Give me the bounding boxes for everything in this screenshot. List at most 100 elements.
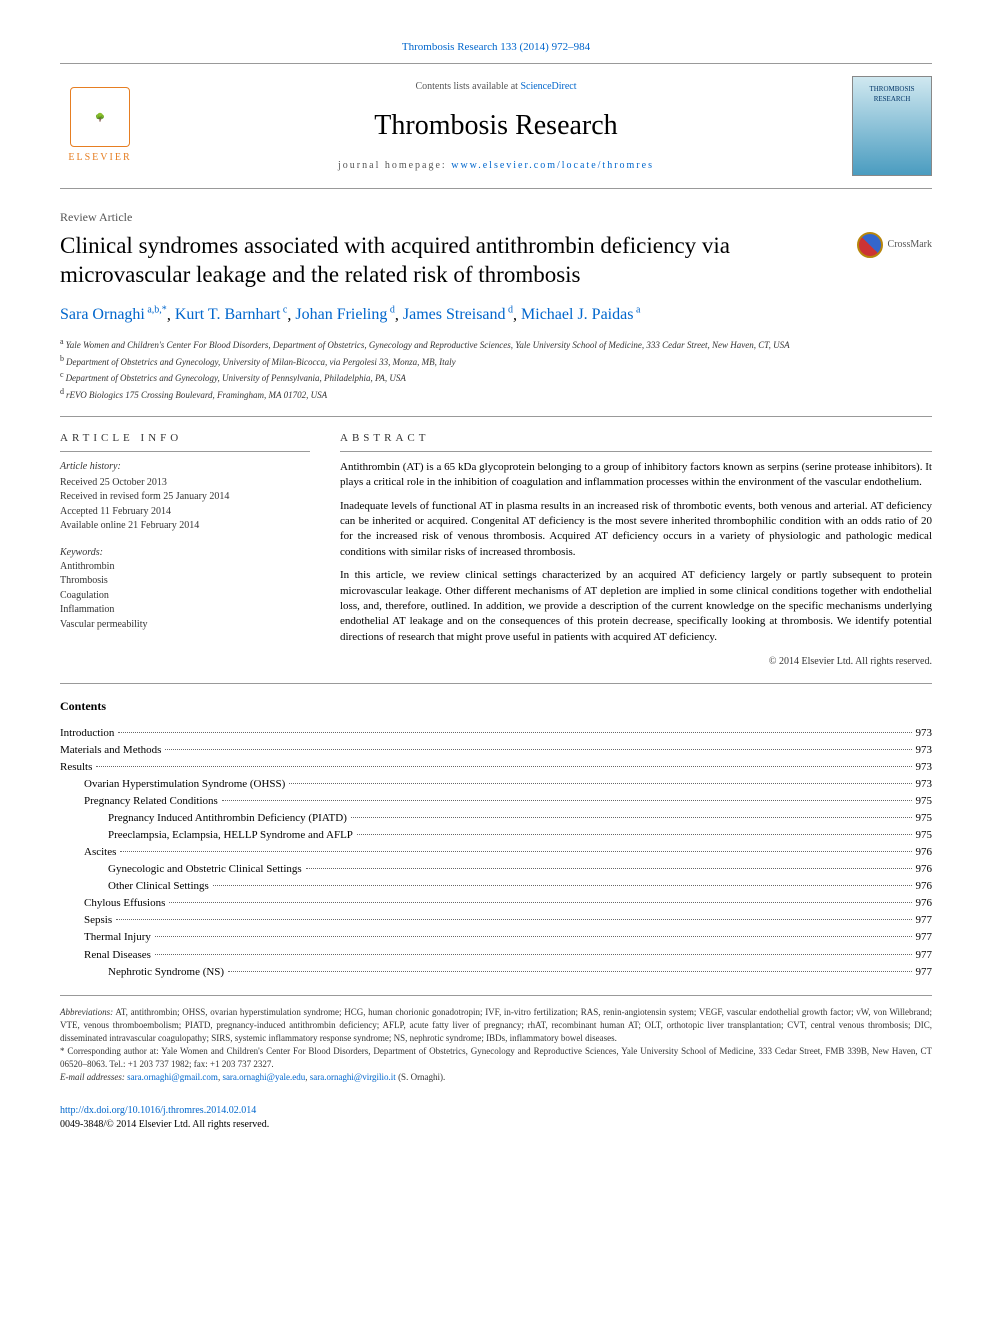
toc-page: 977	[916, 912, 933, 929]
author-name-link[interactable]: Sara Ornaghi	[60, 306, 145, 323]
toc-page: 975	[916, 810, 933, 827]
crossmark-icon	[857, 232, 883, 258]
elsevier-tree-icon: 🌳	[70, 87, 130, 147]
toc-entry[interactable]: Sepsis 977	[60, 912, 932, 929]
toc-page: 975	[916, 827, 933, 844]
toc-label: Other Clinical Settings	[108, 878, 209, 895]
toc-label: Pregnancy Related Conditions	[84, 793, 218, 810]
toc-leader-dots	[165, 749, 911, 750]
toc-label: Ascites	[84, 844, 116, 861]
author-affiliation-sup: c	[280, 305, 287, 316]
abstract-copyright: © 2014 Elsevier Ltd. All rights reserved…	[340, 655, 932, 669]
info-abstract-row: ARTICLE INFO Article history: Received 2…	[60, 431, 932, 669]
article-info-column: ARTICLE INFO Article history: Received 2…	[60, 431, 310, 669]
toc-entry[interactable]: Pregnancy Induced Antithrombin Deficienc…	[60, 810, 932, 827]
email-link[interactable]: sara.ornaghi@virgilio.it	[310, 1072, 396, 1082]
footer-abbreviations: Abbreviations: AT, antithrombin; OHSS, o…	[60, 1006, 932, 1045]
toc-entry[interactable]: Pregnancy Related Conditions 975	[60, 793, 932, 810]
toc-entry[interactable]: Other Clinical Settings 976	[60, 878, 932, 895]
toc-entry[interactable]: Gynecologic and Obstetric Clinical Setti…	[60, 861, 932, 878]
toc-page: 973	[916, 742, 933, 759]
toc-leader-dots	[116, 919, 911, 920]
toc-page: 973	[916, 776, 933, 793]
toc-entry[interactable]: Ascites 976	[60, 844, 932, 861]
author: Sara Ornaghi a,b,*	[60, 306, 167, 323]
author-affiliation-sup: d	[506, 305, 514, 316]
toc-label: Ovarian Hyperstimulation Syndrome (OHSS)	[84, 776, 285, 793]
title-row: Clinical syndromes associated with acqui…	[60, 232, 932, 290]
author-name-link[interactable]: Michael J. Paidas	[521, 306, 633, 323]
divider	[60, 683, 932, 684]
keyword-item: Antithrombin	[60, 560, 310, 575]
crossmark-label: CrossMark	[888, 238, 932, 252]
author-affiliation-sup: d	[387, 305, 395, 316]
author-name-link[interactable]: Kurt T. Barnhart	[175, 306, 281, 323]
toc-entry[interactable]: Nephrotic Syndrome (NS) 977	[60, 964, 932, 981]
toc-page: 977	[916, 947, 933, 964]
toc-leader-dots	[118, 732, 911, 733]
abstract-header: ABSTRACT	[340, 431, 932, 451]
toc-page: 976	[916, 861, 933, 878]
toc-leader-dots	[155, 936, 912, 937]
toc-label: Nephrotic Syndrome (NS)	[108, 964, 224, 981]
toc-leader-dots	[306, 868, 912, 869]
abstract-paragraph: Antithrombin (AT) is a 65 kDa glycoprote…	[340, 460, 932, 491]
journal-name: Thrombosis Research	[140, 106, 852, 145]
keywords-label: Keywords:	[60, 546, 310, 560]
keywords-list: AntithrombinThrombosisCoagulationInflamm…	[60, 560, 310, 633]
homepage-link[interactable]: www.elsevier.com/locate/thromres	[451, 160, 654, 171]
email-link[interactable]: sara.ornaghi@yale.edu	[222, 1072, 305, 1082]
toc-entry[interactable]: Introduction973	[60, 725, 932, 742]
history-list: Received 25 October 2013Received in revi…	[60, 476, 310, 534]
toc-page: 976	[916, 878, 933, 895]
author: Michael J. Paidas a	[521, 306, 640, 323]
history-item: Accepted 11 February 2014	[60, 505, 310, 520]
author-name-link[interactable]: Johan Frieling	[295, 306, 387, 323]
history-item: Received in revised form 25 January 2014	[60, 490, 310, 505]
toc-label: Materials and Methods	[60, 742, 161, 759]
toc-leader-dots	[222, 800, 912, 801]
doi-section: http://dx.doi.org/10.1016/j.thromres.201…	[60, 1104, 932, 1132]
contents-header: Contents	[60, 698, 932, 715]
toc-entry[interactable]: Renal Diseases 977	[60, 947, 932, 964]
toc-entry[interactable]: Preeclampsia, Eclampsia, HELLP Syndrome …	[60, 827, 932, 844]
toc-leader-dots	[351, 817, 912, 818]
header-center: Contents lists available at ScienceDirec…	[140, 80, 852, 173]
toc-label: Renal Diseases	[84, 947, 151, 964]
divider	[60, 416, 932, 417]
toc-page: 973	[916, 759, 933, 776]
doi-link[interactable]: http://dx.doi.org/10.1016/j.thromres.201…	[60, 1105, 256, 1116]
sciencedirect-link[interactable]: ScienceDirect	[520, 81, 576, 92]
abstract-paragraph: In this article, we review clinical sett…	[340, 568, 932, 645]
toc-leader-dots	[357, 834, 912, 835]
toc-leader-dots	[289, 783, 911, 784]
email-link[interactable]: sara.ornaghi@gmail.com	[127, 1072, 218, 1082]
toc-entry[interactable]: Materials and Methods 973	[60, 742, 932, 759]
toc-leader-dots	[228, 971, 911, 972]
footer-corresponding: * Corresponding author at: Yale Women an…	[60, 1045, 932, 1071]
citation-link[interactable]: Thrombosis Research 133 (2014) 972–984	[402, 41, 590, 53]
journal-cover-thumbnail: THROMBOSIS RESEARCH	[852, 76, 932, 176]
keyword-item: Inflammation	[60, 603, 310, 618]
toc-label: Gynecologic and Obstetric Clinical Setti…	[108, 861, 302, 878]
affiliation: b Department of Obstetrics and Gynecolog…	[60, 353, 932, 370]
footer-emails: E-mail addresses: sara.ornaghi@gmail.com…	[60, 1071, 932, 1084]
toc-leader-dots	[213, 885, 912, 886]
toc-page: 977	[916, 964, 933, 981]
toc-page: 975	[916, 793, 933, 810]
toc-page: 977	[916, 929, 933, 946]
toc-entry[interactable]: Chylous Effusions976	[60, 895, 932, 912]
toc-page: 976	[916, 844, 933, 861]
toc-entry[interactable]: Ovarian Hyperstimulation Syndrome (OHSS)…	[60, 776, 932, 793]
keyword-item: Coagulation	[60, 589, 310, 604]
author-name-link[interactable]: James Streisand	[403, 306, 506, 323]
citation-header: Thrombosis Research 133 (2014) 972–984	[60, 40, 932, 55]
crossmark-badge[interactable]: CrossMark	[857, 232, 932, 258]
toc-leader-dots	[96, 766, 911, 767]
toc-label: Sepsis	[84, 912, 112, 929]
author: Kurt T. Barnhart c	[175, 306, 288, 323]
author-affiliation-sup: a	[633, 305, 640, 316]
toc-entry[interactable]: Results973	[60, 759, 932, 776]
article-type: Review Article	[60, 209, 932, 226]
toc-entry[interactable]: Thermal Injury977	[60, 929, 932, 946]
